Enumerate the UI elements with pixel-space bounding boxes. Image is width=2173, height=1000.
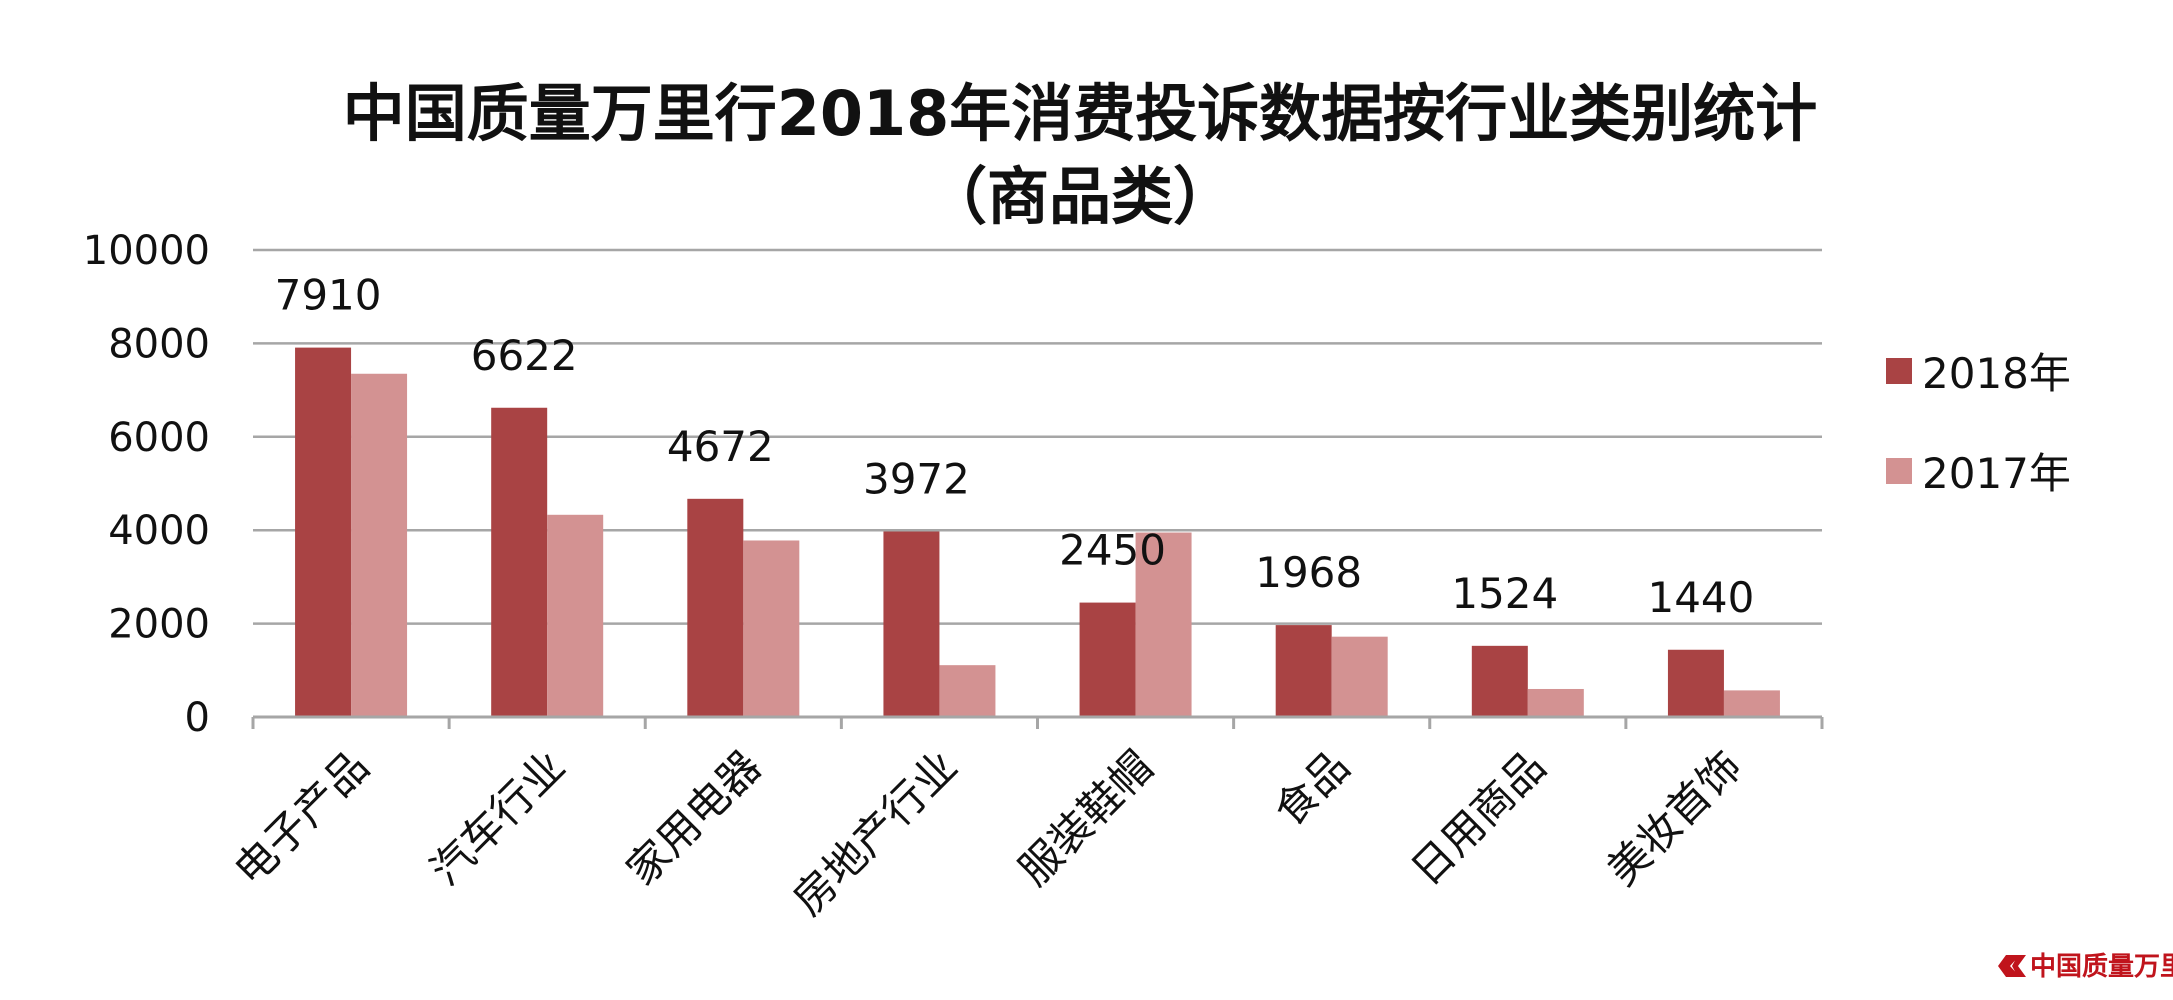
category-label: 家用电器 [617, 741, 770, 894]
bar-series-2 [939, 665, 996, 717]
category-label: 日用商品 [1401, 741, 1554, 894]
y-tick-label: 8000 [108, 321, 210, 367]
legend-label: 2018年 [1922, 349, 2071, 398]
bar-series-2 [1135, 532, 1192, 717]
watermark: 中国质量万里行 [1998, 951, 2173, 982]
data-label: 1524 [1451, 569, 1558, 618]
y-tick-label: 4000 [108, 508, 210, 554]
bar-series-1 [883, 531, 940, 717]
bar-series-1 [491, 407, 548, 717]
watermark-text: 中国质量万里行 [2030, 951, 2173, 982]
y-axis-ticks: 0 2000 4000 6000 8000 10000 [83, 228, 210, 741]
y-tick-label: 6000 [108, 415, 210, 461]
y-tick-label: 0 [185, 695, 210, 741]
data-label: 1968 [1255, 548, 1362, 597]
legend: 2018年 2017年 [1886, 349, 2071, 498]
bar-series-1 [1079, 602, 1136, 717]
data-label: 3972 [863, 455, 970, 504]
category-labels: 电子产品 汽车行业 家用电器 房地产行业 服装鞋帽 食品 日用商品 美妆首饰 [225, 741, 1751, 924]
bar-series-2 [743, 540, 800, 717]
bar-series-2 [1527, 688, 1584, 717]
bar-series-2 [547, 514, 604, 717]
bar-series-1 [295, 347, 352, 717]
chart-title: 中国质量万里行2018年消费投诉数据按行业类别统计 [343, 77, 1818, 150]
data-label: 6622 [471, 331, 578, 380]
y-tick-label: 2000 [108, 602, 210, 648]
y-tick-label: 10000 [83, 228, 210, 274]
data-labels: 7910 6622 4672 3972 2450 1968 1524 1440 [275, 271, 1755, 622]
category-label: 房地产行业 [783, 741, 966, 924]
bar-series-1 [1275, 625, 1332, 717]
bars [295, 347, 1780, 717]
category-label: 食品 [1265, 741, 1359, 835]
category-label: 汽车行业 [421, 741, 574, 894]
legend-swatch [1886, 358, 1912, 384]
gridlines [253, 248, 1822, 625]
bar-series-1 [1471, 645, 1528, 717]
bar-series-2 [1331, 636, 1388, 717]
watermark-logo-icon [1998, 955, 2026, 977]
data-label: 2450 [1059, 526, 1166, 575]
chart-subtitle: （商品类） [925, 160, 1235, 233]
bar-series-2 [351, 373, 408, 717]
bar-series-1 [1667, 649, 1724, 717]
data-label: 1440 [1647, 573, 1754, 622]
category-label: 美妆首饰 [1598, 741, 1751, 894]
category-label: 服装鞋帽 [1009, 741, 1162, 894]
x-axis [251, 715, 1824, 729]
bar-series-2 [1723, 690, 1780, 717]
legend-swatch [1886, 458, 1912, 484]
bar-series-1 [687, 498, 744, 717]
category-label: 电子产品 [225, 741, 378, 894]
data-label: 4672 [667, 422, 774, 471]
data-label: 7910 [275, 271, 382, 320]
legend-label: 2017年 [1922, 449, 2071, 498]
